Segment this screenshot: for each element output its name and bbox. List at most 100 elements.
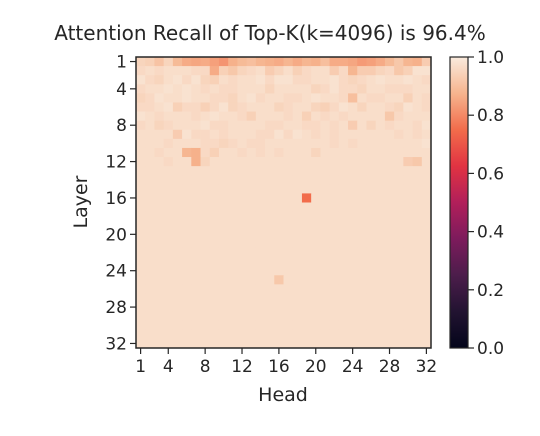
heatmap-cell	[265, 220, 275, 231]
heatmap-cell	[320, 75, 330, 85]
heatmap-cell	[218, 129, 229, 140]
heatmap-cell	[403, 257, 413, 267]
heatmap-cell	[274, 257, 284, 267]
heatmap-cell	[421, 320, 432, 331]
heatmap-cell	[357, 338, 367, 349]
heatmap-cell	[421, 111, 432, 122]
heatmap-cell	[421, 66, 432, 76]
heatmap-cell	[311, 57, 321, 67]
heatmap-cell	[145, 220, 155, 231]
heatmap-cell	[154, 57, 165, 67]
heatmap-cell	[172, 84, 183, 94]
heatmap-cell	[338, 329, 349, 340]
heatmap-cell	[292, 320, 303, 331]
heatmap-cell	[191, 338, 201, 349]
heatmap-cell	[163, 147, 174, 158]
heatmap-cell	[283, 284, 294, 294]
heatmap-cell	[255, 238, 266, 249]
heatmap-cell	[375, 211, 386, 222]
heatmap-cell	[283, 93, 294, 103]
heatmap-cell	[421, 147, 432, 158]
heatmap-cell	[421, 93, 432, 103]
heatmap-cell	[292, 338, 303, 349]
heatmap-cell	[301, 229, 312, 240]
heatmap-cell	[246, 311, 257, 322]
heatmap-cell	[255, 93, 266, 103]
heatmap-cell	[136, 84, 146, 94]
heatmap-cell	[265, 202, 275, 212]
colorbar-tick-label: 1.0	[477, 48, 504, 68]
heatmap-cell	[200, 202, 211, 212]
heatmap-cell	[255, 320, 266, 331]
heatmap-cell	[209, 175, 220, 185]
heatmap-cell	[357, 175, 367, 185]
heatmap-cell	[329, 266, 340, 276]
heatmap-cell	[255, 193, 266, 203]
heatmap-cell	[265, 57, 275, 67]
heatmap-cell	[172, 57, 183, 67]
heatmap-cell	[329, 102, 340, 112]
heatmap-cell	[311, 247, 321, 258]
heatmap-cell	[311, 257, 321, 267]
heatmap-cell	[172, 93, 183, 103]
heatmap-cell	[412, 257, 423, 267]
heatmap-cell	[329, 175, 340, 185]
heatmap-cell	[412, 229, 423, 240]
x-tick-label: 4	[163, 357, 174, 377]
heatmap-cell	[218, 238, 229, 249]
heatmap-cell	[403, 247, 413, 258]
heatmap-cells	[136, 57, 432, 349]
heatmap-cell	[191, 293, 201, 303]
heatmap-cell	[412, 120, 423, 131]
heatmap-cell	[421, 120, 432, 131]
heatmap-cell	[375, 257, 386, 267]
heatmap-cell	[163, 311, 174, 322]
heatmap-cell	[209, 266, 220, 276]
heatmap-cell	[255, 66, 266, 76]
heatmap-cell	[394, 238, 404, 249]
x-tick-label: 32	[416, 357, 438, 377]
heatmap-cell	[366, 157, 377, 167]
heatmap-cell	[348, 202, 358, 212]
heatmap-cell	[191, 157, 201, 167]
heatmap-cell	[348, 257, 358, 267]
heatmap-cell	[394, 202, 404, 212]
heatmap-cell	[274, 175, 284, 185]
heatmap-cell	[228, 111, 238, 122]
heatmap-cell	[320, 275, 330, 285]
heatmap-cell	[348, 266, 358, 276]
heatmap-cell	[265, 111, 275, 122]
heatmap-cell	[237, 284, 248, 294]
heatmap-cell	[172, 238, 183, 249]
heatmap-cell	[329, 75, 340, 85]
heatmap-cell	[292, 129, 303, 140]
heatmap-cell	[154, 302, 165, 313]
heatmap-cell	[292, 293, 303, 303]
heatmap-cell	[265, 320, 275, 331]
heatmap-cell	[366, 175, 377, 185]
heatmap-cell	[301, 320, 312, 331]
heatmap-cell	[237, 147, 248, 158]
x-axis-label: Head	[258, 384, 308, 406]
heatmap-cell	[154, 138, 165, 149]
heatmap-cell	[403, 329, 413, 340]
heatmap-cell	[274, 75, 284, 85]
heatmap-cell	[209, 311, 220, 322]
heatmap-cell	[237, 202, 248, 212]
heatmap-cell	[292, 75, 303, 85]
heatmap-cell	[163, 220, 174, 231]
heatmap-cell	[163, 238, 174, 249]
heatmap-cell	[394, 157, 404, 167]
heatmap-cell	[338, 193, 349, 203]
heatmap-cell	[338, 120, 349, 131]
heatmap-cell	[218, 302, 229, 313]
heatmap-cell	[154, 111, 165, 122]
heatmap-cell	[384, 329, 395, 340]
heatmap-cell	[200, 266, 211, 276]
heatmap-cell	[182, 57, 192, 67]
heatmap-cell	[403, 275, 413, 285]
heatmap-cell	[172, 220, 183, 231]
heatmap-cell	[274, 320, 284, 331]
heatmap-cell	[182, 329, 192, 340]
heatmap-cell	[348, 302, 358, 313]
